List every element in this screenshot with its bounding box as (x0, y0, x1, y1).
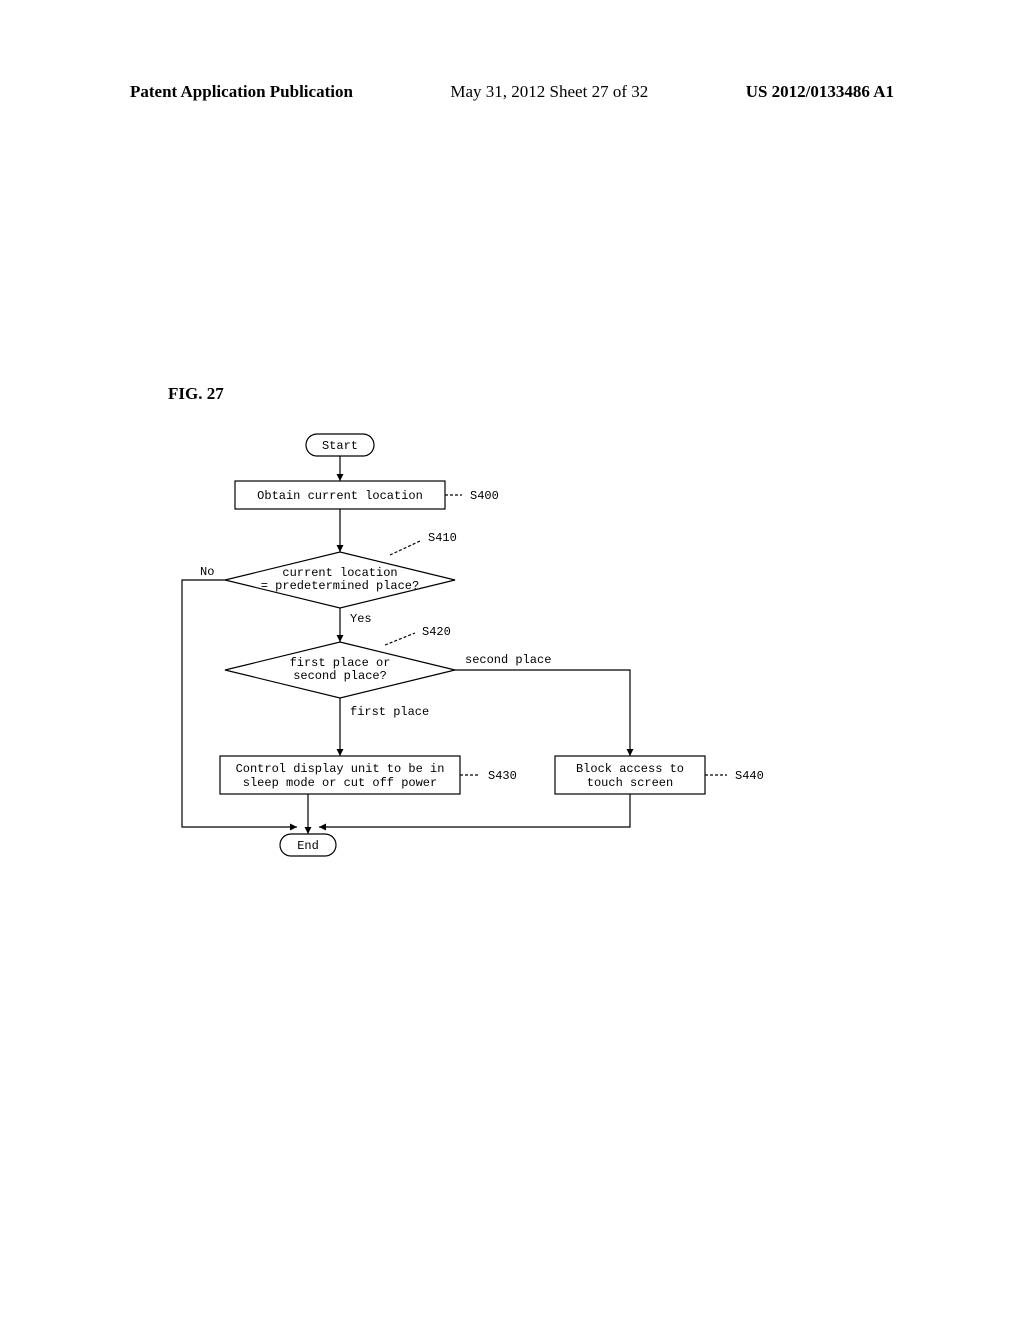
header-mid: May 31, 2012 Sheet 27 of 32 (450, 82, 648, 102)
tag-s410: S410 (428, 531, 457, 545)
figure-label: FIG. 27 (168, 384, 224, 404)
node-s410-line2: = predetermined place? (261, 579, 419, 593)
node-end-label: End (297, 839, 319, 853)
flowchart-svg: Start Obtain current location S400 curre… (160, 425, 860, 925)
node-s400-label: Obtain current location (257, 489, 423, 503)
tag-s430: S430 (488, 769, 517, 783)
header-right: US 2012/0133486 A1 (746, 82, 894, 102)
tag-line-s410 (390, 541, 420, 555)
label-no: No (200, 565, 214, 579)
label-yes: Yes (350, 612, 372, 626)
node-start-label: Start (322, 439, 358, 453)
node-s440-line1: Block access to (576, 762, 684, 776)
node-s430-line2: sleep mode or cut off power (243, 776, 437, 790)
node-s410-line1: current location (282, 566, 397, 580)
tag-line-s420 (385, 633, 415, 645)
tag-s440: S440 (735, 769, 764, 783)
label-second-place: second place (465, 653, 551, 667)
node-s420-line2: second place? (293, 669, 387, 683)
tag-s420: S420 (422, 625, 451, 639)
edge-s420-s440 (455, 670, 630, 756)
edge-s440-merge (319, 794, 630, 827)
node-s430-line1: Control display unit to be in (236, 762, 445, 776)
page-header: Patent Application Publication May 31, 2… (130, 82, 894, 102)
header-left: Patent Application Publication (130, 82, 353, 102)
tag-s400: S400 (470, 489, 499, 503)
node-s440-line2: touch screen (587, 776, 673, 790)
node-s420-line1: first place or (290, 656, 391, 670)
label-first-place: first place (350, 705, 429, 719)
